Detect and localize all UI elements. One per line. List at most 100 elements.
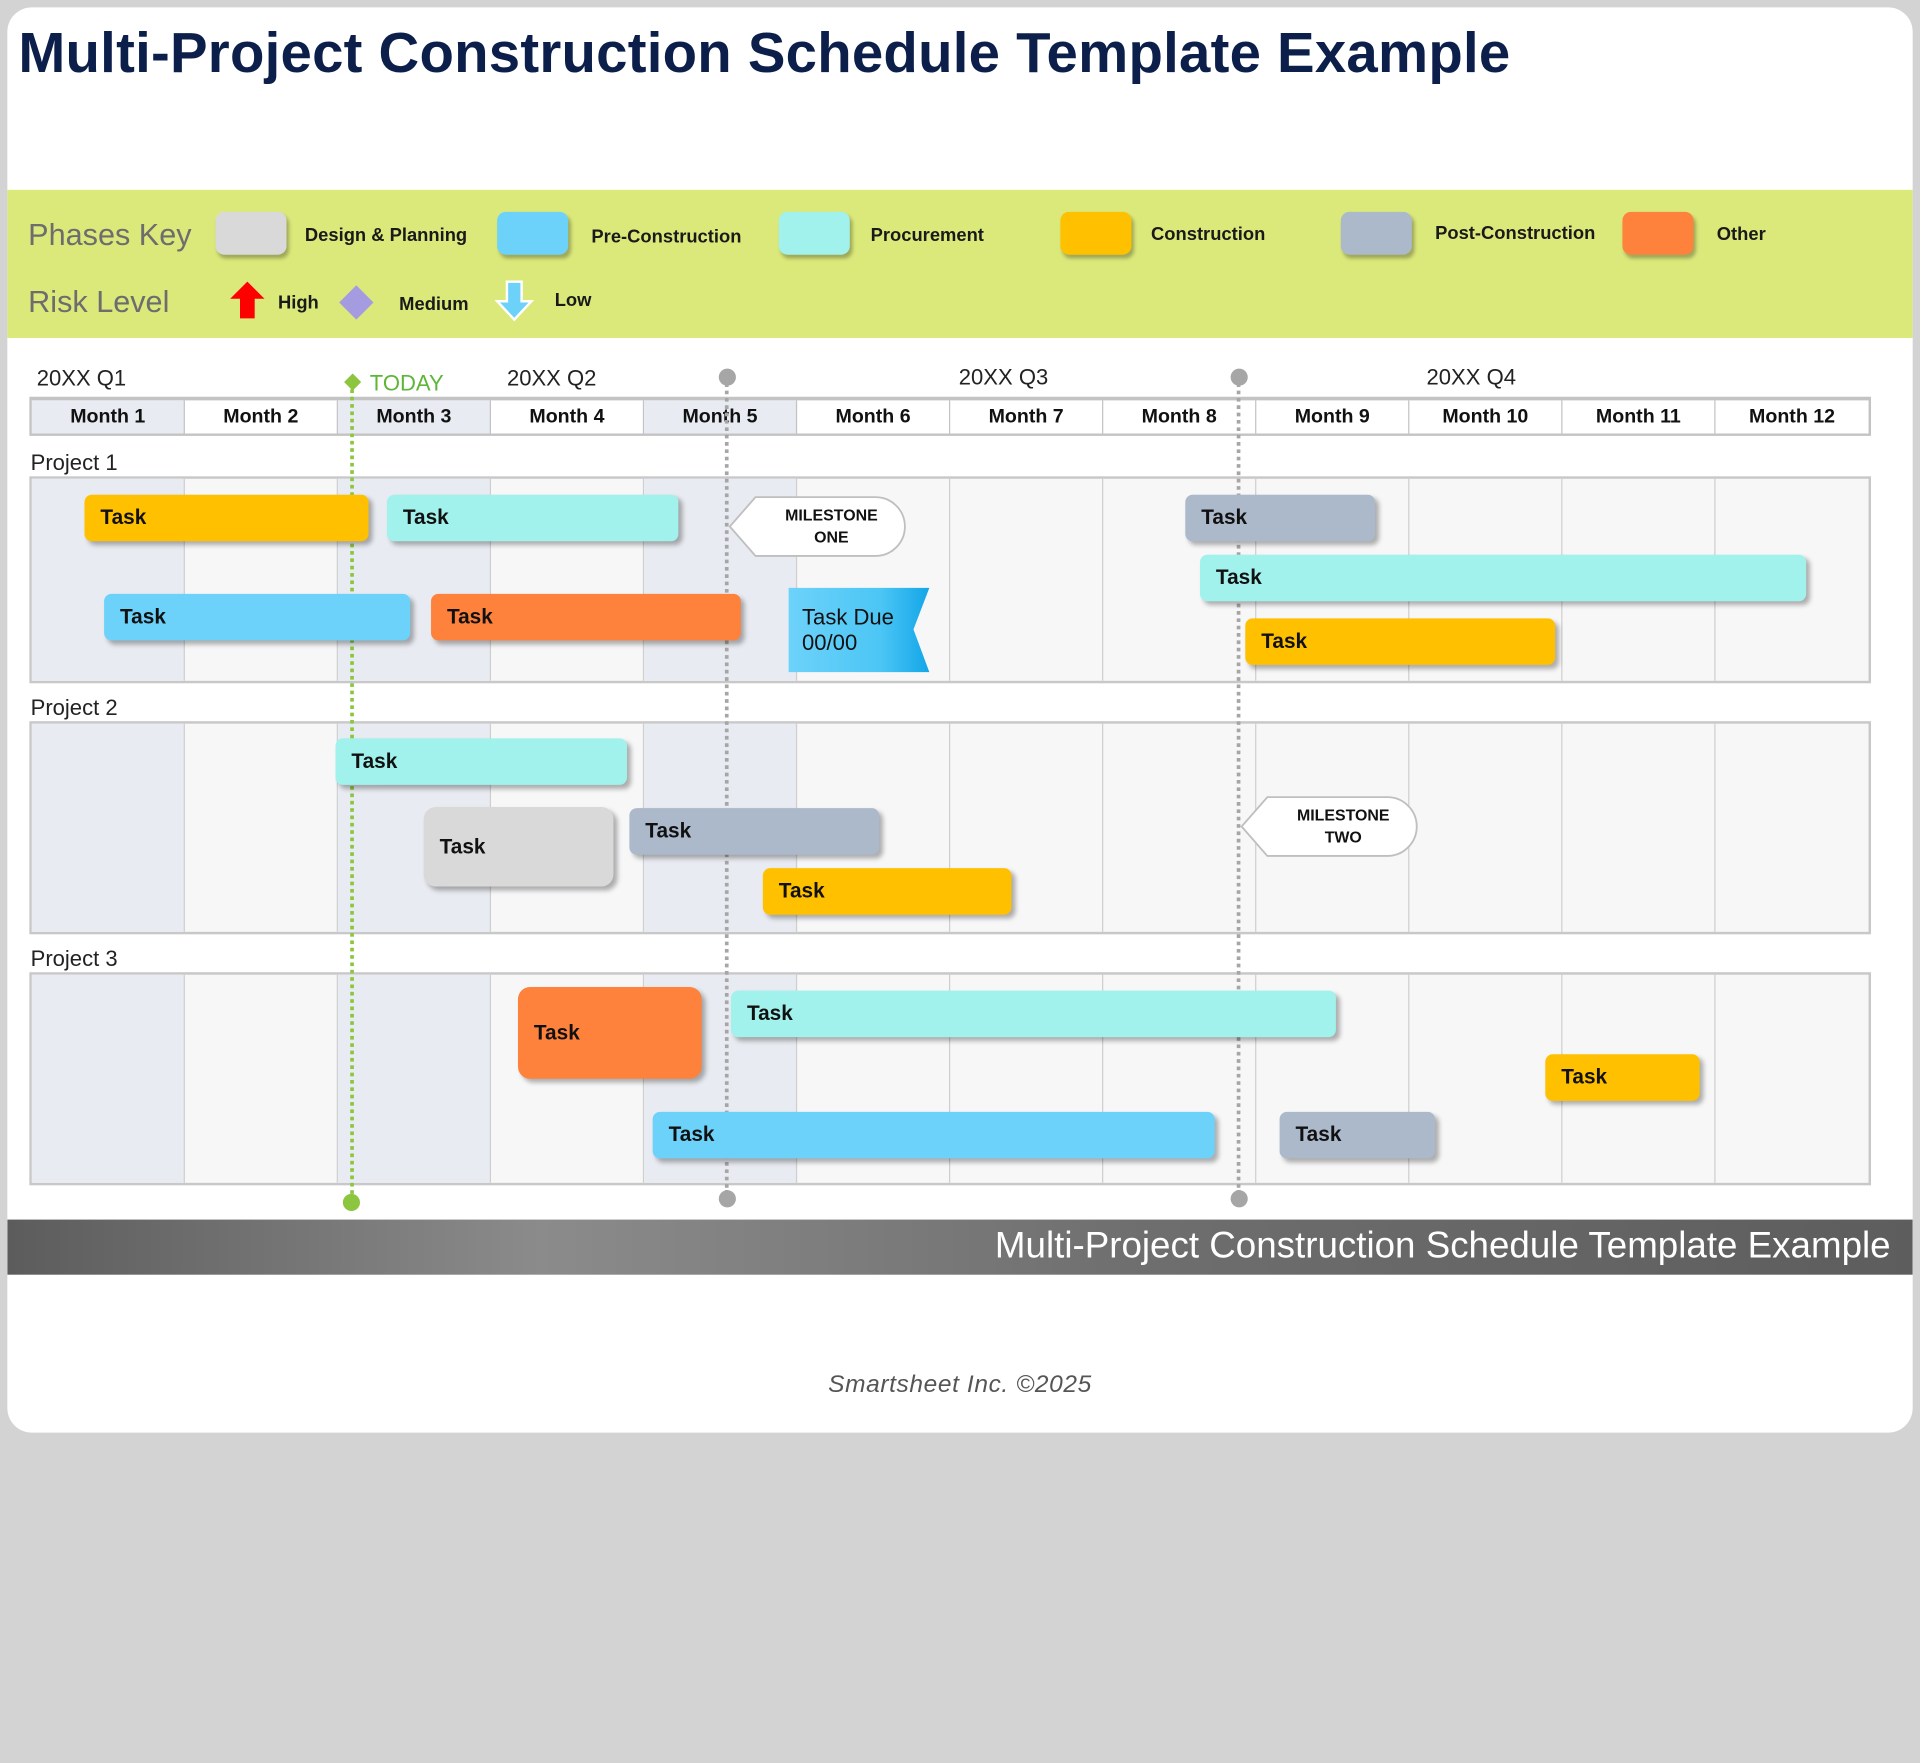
grid-column bbox=[491, 478, 645, 681]
risk-label-medium: Medium bbox=[399, 293, 469, 315]
grid-column bbox=[1256, 974, 1410, 1183]
milestone-two-label: MILESTONE TWO bbox=[1296, 805, 1390, 847]
grid-column bbox=[1103, 723, 1257, 932]
grid-column bbox=[337, 974, 492, 1183]
month-header-3: Month 3 bbox=[337, 400, 492, 434]
swatch-design-planning bbox=[215, 211, 287, 255]
blue-down-arrow-icon bbox=[494, 280, 534, 322]
today-diamond-icon bbox=[344, 373, 362, 391]
grid-column bbox=[950, 974, 1104, 1183]
grid-column bbox=[185, 478, 338, 681]
copyright-text: Smartsheet Inc. ©2025 bbox=[828, 1371, 1092, 1399]
grid-column bbox=[185, 974, 338, 1183]
project-3-task-3[interactable]: Task bbox=[1545, 1054, 1700, 1101]
marker-dot-bottom-1 bbox=[718, 1190, 736, 1208]
milestone-one-callout: MILESTONE ONE bbox=[726, 493, 910, 559]
grid-column bbox=[797, 723, 951, 932]
grid-column bbox=[1562, 974, 1716, 1183]
quarter-label-q2: 20XX Q2 bbox=[506, 366, 597, 391]
project-1-task-4[interactable]: Task bbox=[431, 593, 741, 641]
project-1-task-6[interactable]: Task bbox=[1200, 554, 1807, 602]
grid-column bbox=[491, 974, 645, 1183]
milestone-callout-shape bbox=[728, 496, 906, 557]
grid-column bbox=[1562, 723, 1716, 932]
month-header-10: Month 10 bbox=[1409, 400, 1563, 434]
swatch-post-construction bbox=[1340, 211, 1412, 255]
task-due-label: Task Due 00/00 bbox=[802, 604, 894, 656]
purple-diamond-icon bbox=[339, 285, 374, 320]
project-1-task-7[interactable]: Task bbox=[1245, 618, 1556, 665]
month-header-1: Month 1 bbox=[31, 400, 185, 434]
grid-column bbox=[185, 723, 338, 932]
month-header-6: Month 6 bbox=[797, 400, 951, 434]
project-1-task-5[interactable]: Task bbox=[1185, 494, 1376, 542]
key-label-other: Other bbox=[1716, 224, 1766, 245]
swatch-procurement bbox=[778, 211, 850, 255]
key-label-design-planning: Design & Planning bbox=[304, 225, 468, 247]
project-2-task-1[interactable]: Task bbox=[335, 738, 627, 785]
today-line bbox=[350, 382, 354, 1202]
phases-key-band: Phases Key Risk Level Design & Planning … bbox=[7, 189, 1913, 338]
marker-dot-bottom-2 bbox=[1230, 1190, 1248, 1208]
marker-dot-top-2 bbox=[1230, 368, 1248, 386]
project-2-task-4[interactable]: Task bbox=[762, 868, 1012, 915]
project-1-task-3[interactable]: Task bbox=[104, 593, 411, 641]
risk-label-low: Low bbox=[554, 290, 592, 312]
task-due-flag-shape bbox=[788, 587, 930, 673]
key-label-post-construction: Post-Construction bbox=[1435, 222, 1596, 244]
month-header-9: Month 9 bbox=[1256, 400, 1410, 434]
grid-column bbox=[1409, 723, 1563, 932]
project-3-task-1[interactable]: Task bbox=[517, 986, 702, 1079]
red-up-arrow-icon bbox=[230, 281, 265, 319]
grid-column bbox=[950, 478, 1104, 681]
grid-column bbox=[797, 478, 951, 681]
quarter-label-q1: 20XX Q1 bbox=[36, 366, 127, 391]
project-label-2: Project 2 bbox=[30, 695, 118, 721]
key-label-construction: Construction bbox=[1151, 224, 1266, 245]
schedule-slide: Multi-Project Construction Schedule Temp… bbox=[7, 7, 1913, 1433]
task-due-flag: Task Due 00/00 bbox=[788, 587, 933, 673]
milestone-marker-line-2 bbox=[1236, 377, 1241, 1194]
grid-column bbox=[797, 974, 951, 1183]
footer-banner-text: Multi-Project Construction Schedule Temp… bbox=[994, 1225, 1891, 1267]
milestone-one-label: MILESTONE ONE bbox=[785, 505, 878, 547]
project-2-task-2[interactable]: Task bbox=[423, 806, 614, 887]
month-header-row: Month 1 Month 2 Month 3 Month 4 Month 5 … bbox=[29, 396, 1872, 436]
swatch-construction bbox=[1060, 211, 1132, 255]
grid-column bbox=[1716, 975, 1869, 1183]
project-1-task-1[interactable]: Task bbox=[84, 494, 369, 542]
month-header-8: Month 8 bbox=[1103, 400, 1257, 434]
grid-column bbox=[31, 723, 185, 932]
swatch-pre-construction bbox=[497, 211, 569, 255]
project-3-task-5[interactable]: Task bbox=[1279, 1111, 1436, 1159]
milestone-two-callout: MILESTONE TWO bbox=[1238, 793, 1422, 859]
page-title: Multi-Project Construction Schedule Temp… bbox=[18, 20, 1511, 85]
grid-column bbox=[950, 723, 1104, 932]
key-label-procurement: Procurement bbox=[870, 225, 984, 247]
key-label-pre-construction: Pre-Construction bbox=[591, 226, 742, 248]
project-2-task-3[interactable]: Task bbox=[629, 808, 880, 855]
project-label-3: Project 3 bbox=[30, 946, 118, 972]
project-3-task-2[interactable]: Task bbox=[731, 990, 1336, 1038]
risk-label-high: High bbox=[277, 292, 319, 314]
quarter-label-q3: 20XX Q3 bbox=[958, 364, 1049, 390]
project-label-1: Project 1 bbox=[30, 450, 118, 476]
milestone-marker-line-1 bbox=[724, 377, 729, 1194]
month-header-11: Month 11 bbox=[1562, 400, 1716, 434]
month-header-2: Month 2 bbox=[185, 400, 338, 434]
grid-column bbox=[1103, 974, 1257, 1183]
month-header-12: Month 12 bbox=[1749, 405, 1836, 427]
month-header-5: Month 5 bbox=[644, 400, 798, 434]
milestone-callout-shape bbox=[1240, 796, 1418, 857]
grid-column bbox=[31, 974, 185, 1183]
swatch-other bbox=[1622, 211, 1694, 255]
footer-banner: Multi-Project Construction Schedule Temp… bbox=[7, 1219, 1913, 1275]
phases-key-heading: Phases Key bbox=[28, 217, 192, 253]
today-end-dot bbox=[342, 1193, 361, 1212]
risk-level-heading: Risk Level bbox=[28, 285, 170, 320]
project-3-task-4[interactable]: Task bbox=[652, 1111, 1215, 1159]
month-header-7: Month 7 bbox=[950, 400, 1104, 434]
marker-dot-top-1 bbox=[718, 368, 736, 386]
project-1-task-2[interactable]: Task bbox=[386, 494, 679, 542]
